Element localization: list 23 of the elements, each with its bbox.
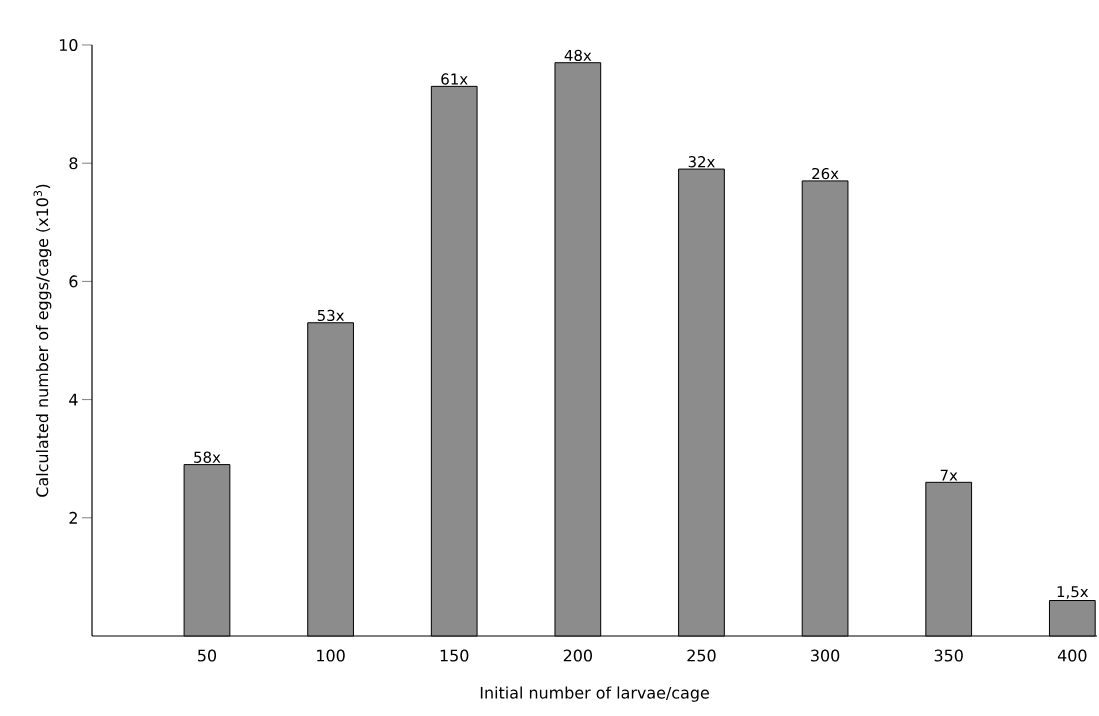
y-axis-title: Calculated number of eggs/cage (x10$^{3}$) <box>33 184 52 497</box>
annotation: 7x <box>940 469 958 481</box>
y-tick-label: 2 <box>69 511 77 524</box>
annotation: 61x <box>441 73 468 85</box>
annotation: 32x <box>688 156 715 168</box>
x-tick-label: 50 <box>198 649 217 662</box>
annotation: 53x <box>317 309 345 322</box>
x-tick-label: 300 <box>811 649 840 662</box>
y-tick-label: 6 <box>69 275 78 288</box>
x-tick-label: 400 <box>1057 649 1087 662</box>
annotation: 58x <box>194 451 221 463</box>
x-tick-label: 150 <box>440 649 469 662</box>
x-tick-label: 100 <box>317 649 345 662</box>
x-axis-title: Initial number of larvae/cage <box>480 686 709 702</box>
y-tick-label: 10 <box>59 38 78 51</box>
y-tick-label: 8 <box>69 157 78 170</box>
x-tick-label: 350 <box>934 649 963 662</box>
x-tick-label: 250 <box>687 649 716 662</box>
y-tick-label: 4 <box>69 393 78 406</box>
x-tick-label: 200 <box>563 649 592 662</box>
annotation: 1,5x <box>1057 586 1089 599</box>
annotation: 26x <box>812 167 839 180</box>
annotation: 48x <box>564 49 592 62</box>
